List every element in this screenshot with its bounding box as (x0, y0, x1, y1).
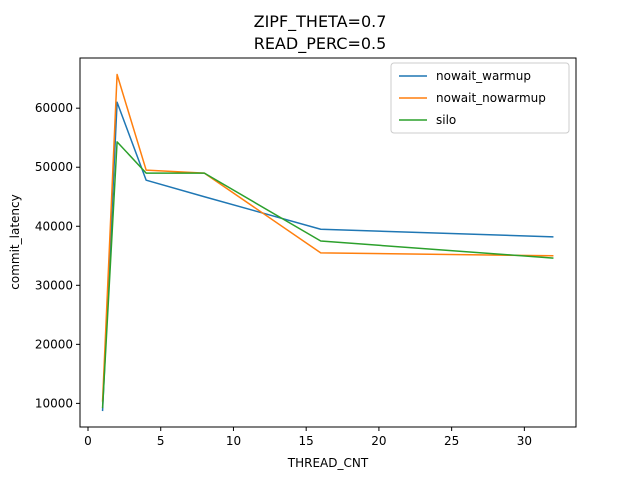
y-tick-label-4: 50000 (35, 160, 73, 174)
x-axis-ticks: 0 5 10 15 20 25 30 (84, 427, 532, 448)
series-layer (101, 73, 554, 412)
y-axis-ticks: 10000 20000 30000 40000 50000 60000 (35, 101, 80, 410)
legend-label-2: silo (436, 113, 456, 127)
x-tick-label-6: 30 (517, 434, 532, 448)
series-line-1 (101, 73, 554, 402)
x-tick-label-4: 20 (371, 434, 386, 448)
x-tick-label-2: 10 (226, 434, 241, 448)
y-tick-label-3: 40000 (35, 219, 73, 233)
x-tick-label-0: 0 (84, 434, 92, 448)
legend-box (390, 62, 570, 134)
series-line-2 (101, 141, 554, 409)
chart-title-line-2: READ_PERC=0.5 (254, 34, 387, 54)
x-axis-label: THREAD_CNT (287, 456, 369, 470)
y-tick-label-2: 30000 (35, 278, 73, 292)
chart-title-line-1: ZIPF_THETA=0.7 (254, 12, 387, 32)
y-tick-label-5: 60000 (35, 101, 73, 115)
x-tick-label-3: 15 (299, 434, 314, 448)
legend-label-1: nowait_nowarmup (436, 91, 546, 105)
x-tick-label-5: 25 (444, 434, 459, 448)
y-axis-label: commit_latency (8, 194, 22, 289)
y-tick-label-0: 10000 (35, 396, 73, 410)
y-tick-label-1: 20000 (35, 337, 73, 351)
plot-frame (79, 57, 577, 428)
series-line-0 (101, 101, 554, 412)
x-tick-label-1: 5 (157, 434, 165, 448)
legend-label-0: nowait_warmup (436, 69, 531, 83)
